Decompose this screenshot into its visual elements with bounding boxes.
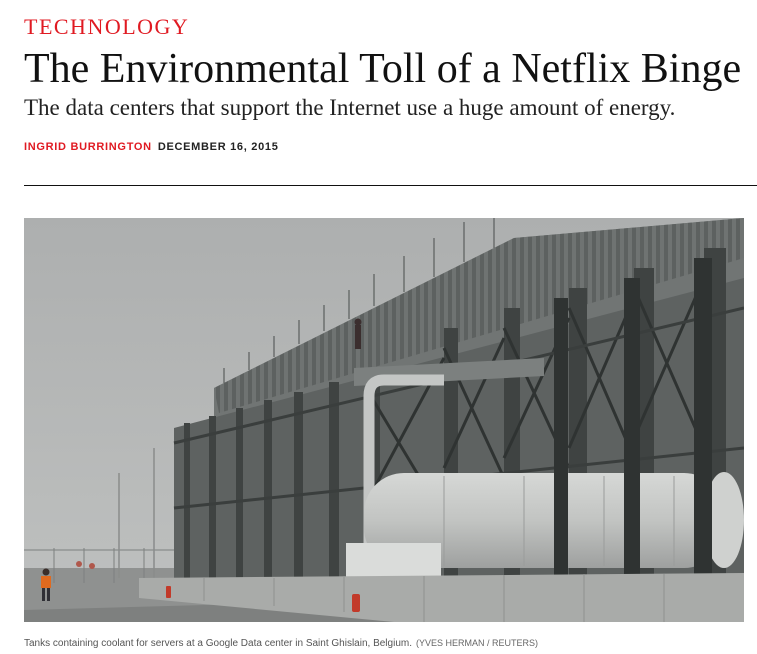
hero-photo [24,218,744,622]
data-center-photo [24,218,744,622]
caption-text: Tanks containing coolant for servers at … [24,638,412,649]
author-link[interactable]: INGRID BURRINGTON [24,141,152,153]
article-dek: The data centers that support the Intern… [24,95,676,120]
publish-date: DECEMBER 16, 2015 [157,141,279,153]
section-label[interactable]: TECHNOLOGY [24,14,190,39]
article-title: The Environmental Toll of a Netflix Bing… [24,46,742,92]
byline: INGRID BURRINGTON DECEMBER 16, 2015 [24,140,279,154]
photo-caption: Tanks containing coolant for servers at … [24,637,538,650]
photo-credit: (YVES HERMAN / REUTERS) [415,638,538,648]
divider [24,185,757,186]
